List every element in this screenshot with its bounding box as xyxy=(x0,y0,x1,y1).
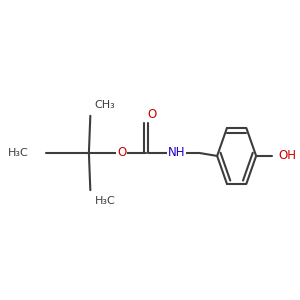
Text: CH₃: CH₃ xyxy=(94,100,116,110)
Text: H₃C: H₃C xyxy=(8,148,29,158)
Text: H₃C: H₃C xyxy=(94,196,116,206)
Text: NH: NH xyxy=(168,146,185,160)
Text: O: O xyxy=(117,146,127,160)
Text: OH: OH xyxy=(279,149,297,162)
Text: O: O xyxy=(147,108,157,122)
